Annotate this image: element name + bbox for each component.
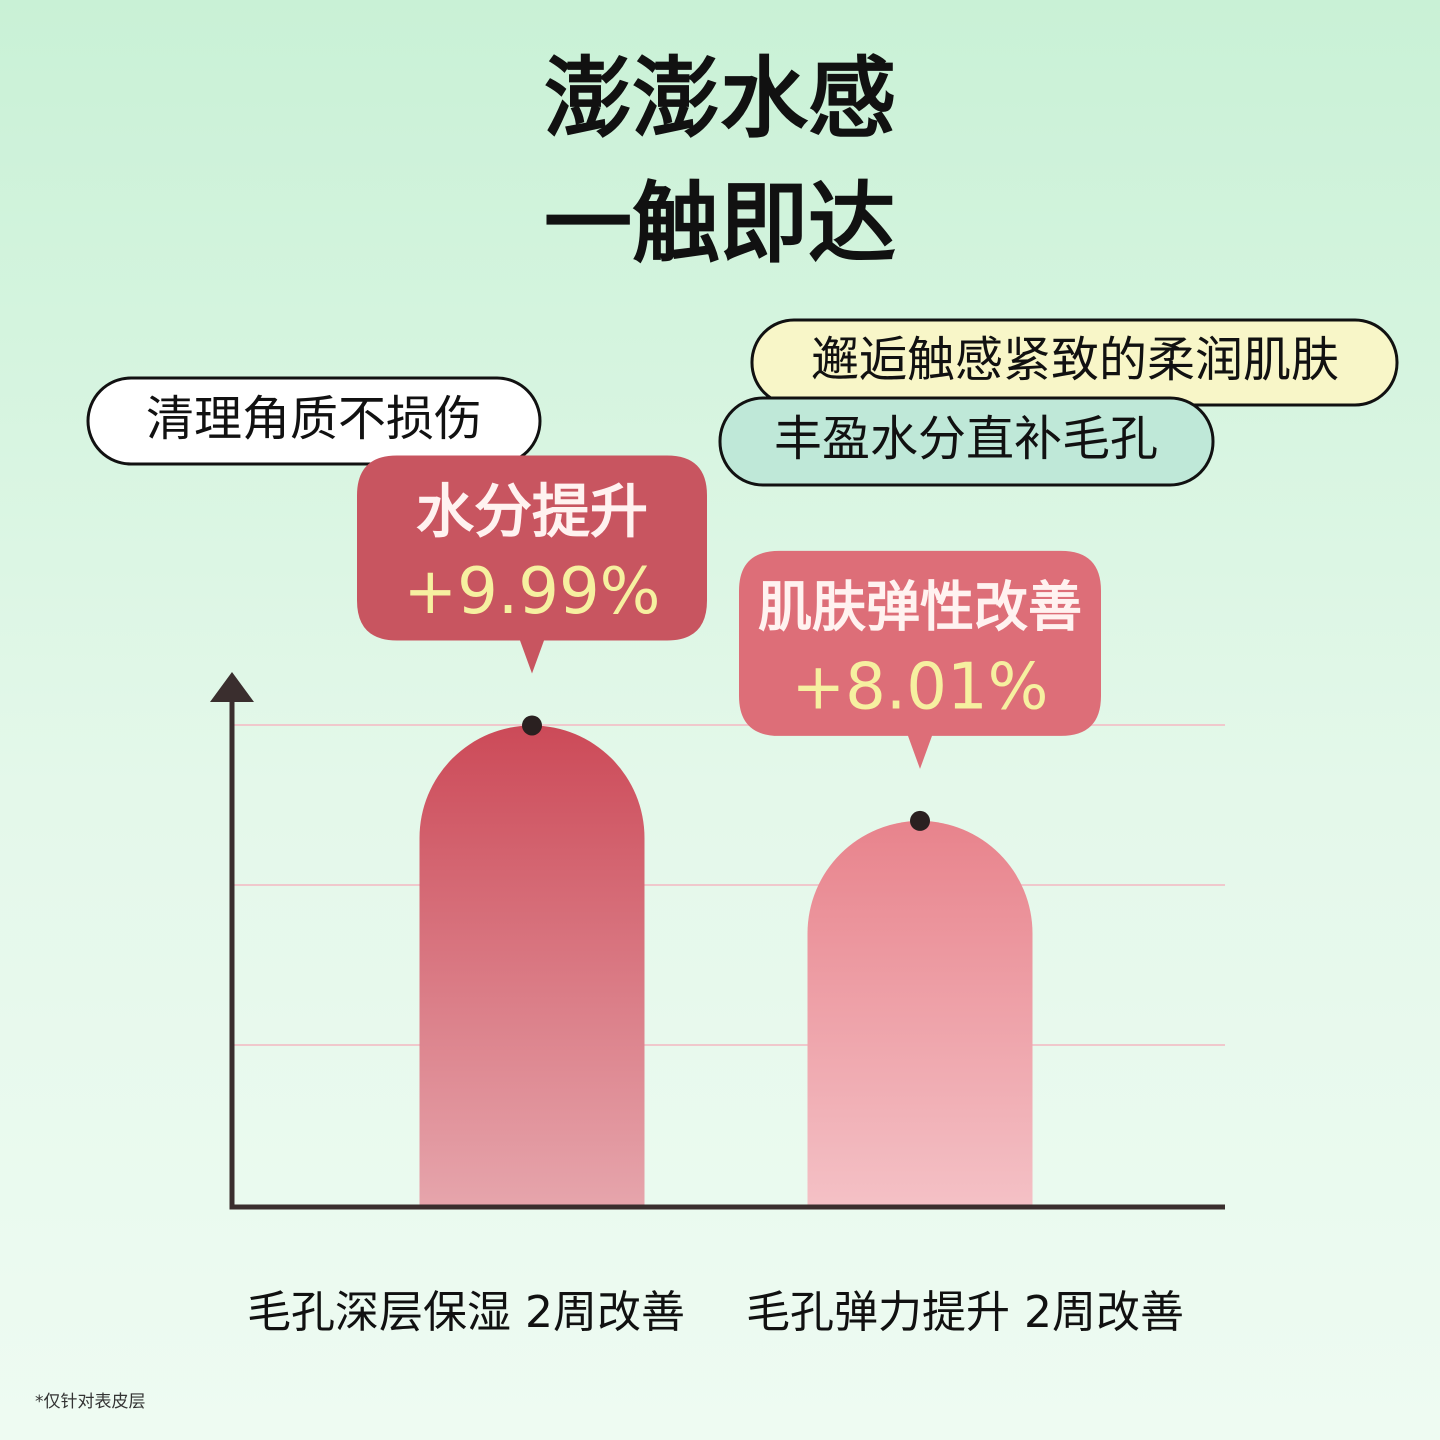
callout [739, 550, 1101, 769]
callout-title: 水分提升 [416, 478, 648, 546]
callout-title: 肌肤弹性改善 [758, 576, 1082, 639]
tag: 丰盈水分直补毛孔 [774, 411, 1158, 467]
callout [357, 455, 707, 674]
bar [419, 725, 645, 1207]
footnote: *仅针对表皮层 [35, 1392, 146, 1412]
x-tick-label: 毛孔弹力提升 2周改善 [746, 1287, 1184, 1338]
x-tick-label: 毛孔深层保湿 2周改善 [247, 1287, 685, 1338]
tag-pill [86, 376, 542, 466]
value-label: +8.01% [792, 650, 1049, 724]
tag: 邂逅触感紧致的柔润肌肤 [811, 332, 1339, 388]
bar-top-dot [910, 810, 930, 831]
bar [807, 820, 1033, 1207]
bar-top-dot [522, 715, 542, 736]
title-line: 澎澎水感 [544, 47, 896, 150]
value-label: +9.99% [404, 555, 661, 629]
tag: 清理角质不损伤 [146, 391, 482, 447]
title-line: 一触即达 [544, 172, 896, 275]
axis-arrow [210, 672, 254, 702]
tag-pill [718, 396, 1215, 487]
axis [229, 700, 1225, 1210]
